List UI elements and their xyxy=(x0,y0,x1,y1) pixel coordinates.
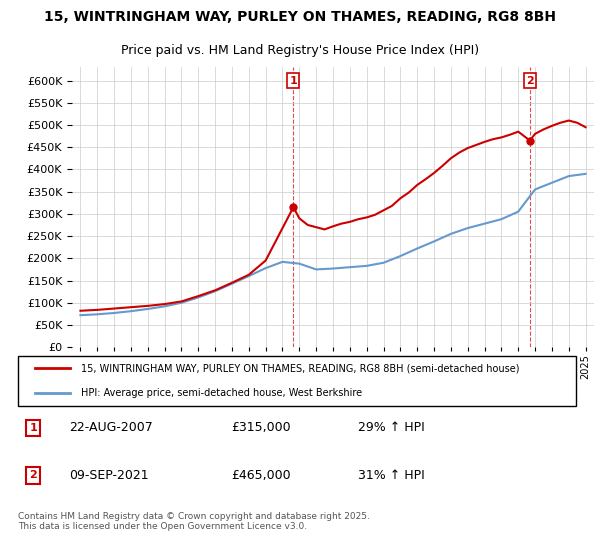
Text: 22-AUG-2007: 22-AUG-2007 xyxy=(70,421,154,435)
Text: 2: 2 xyxy=(526,76,534,86)
Text: 15, WINTRINGHAM WAY, PURLEY ON THAMES, READING, RG8 8BH (semi-detached house): 15, WINTRINGHAM WAY, PURLEY ON THAMES, R… xyxy=(81,363,520,374)
Text: 31% ↑ HPI: 31% ↑ HPI xyxy=(358,469,424,482)
Text: 2: 2 xyxy=(29,470,37,480)
Text: 09-SEP-2021: 09-SEP-2021 xyxy=(70,469,149,482)
Text: £465,000: £465,000 xyxy=(231,469,290,482)
Text: Price paid vs. HM Land Registry's House Price Index (HPI): Price paid vs. HM Land Registry's House … xyxy=(121,44,479,57)
Text: Contains HM Land Registry data © Crown copyright and database right 2025.
This d: Contains HM Land Registry data © Crown c… xyxy=(18,512,370,531)
FancyBboxPatch shape xyxy=(18,356,577,406)
Text: £315,000: £315,000 xyxy=(231,421,290,435)
Text: 29% ↑ HPI: 29% ↑ HPI xyxy=(358,421,424,435)
Text: 1: 1 xyxy=(289,76,297,86)
Text: 1: 1 xyxy=(29,423,37,433)
Text: HPI: Average price, semi-detached house, West Berkshire: HPI: Average price, semi-detached house,… xyxy=(81,388,362,398)
Text: 15, WINTRINGHAM WAY, PURLEY ON THAMES, READING, RG8 8BH: 15, WINTRINGHAM WAY, PURLEY ON THAMES, R… xyxy=(44,10,556,24)
